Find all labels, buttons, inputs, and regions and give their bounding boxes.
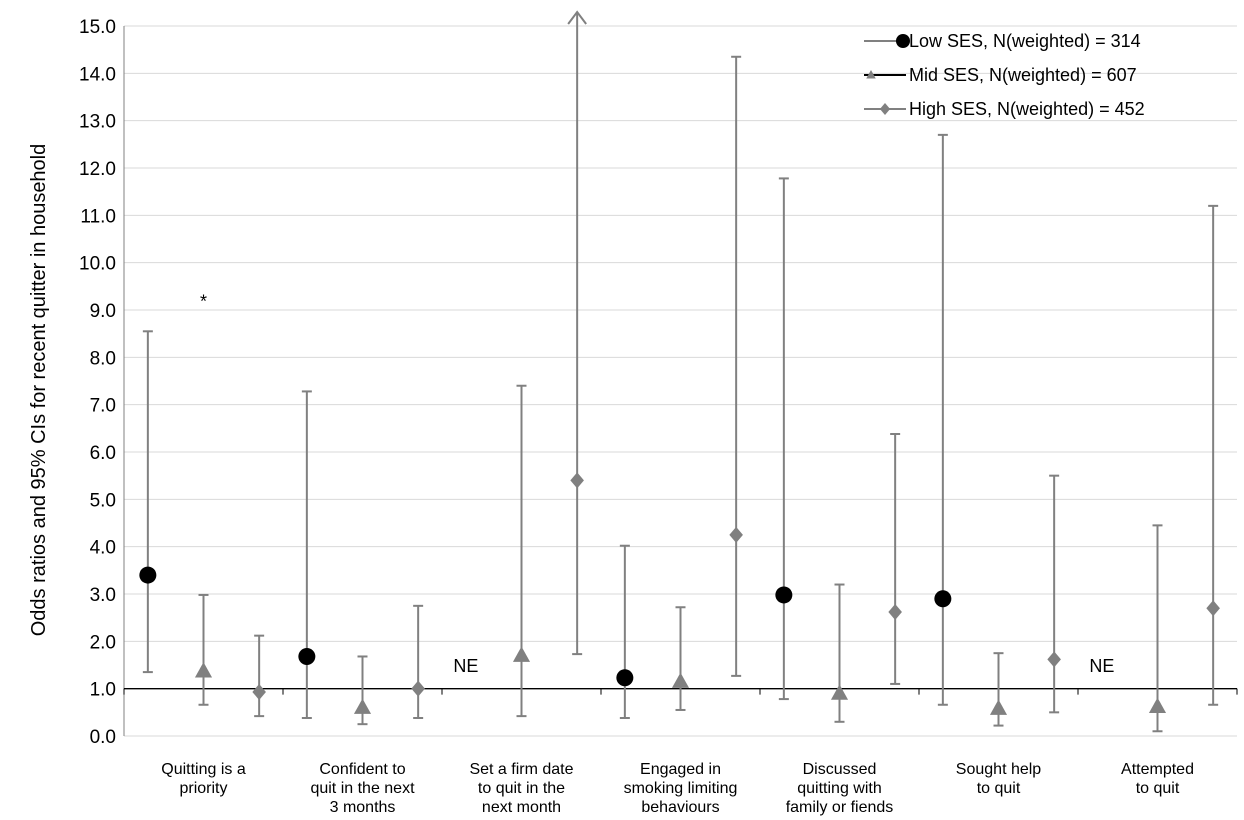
point-markers bbox=[139, 472, 1220, 715]
grid-lines bbox=[124, 25, 1237, 737]
high-ses-marker bbox=[252, 683, 266, 700]
high-ses-marker bbox=[879, 103, 891, 115]
legend-label: High SES, N(weighted) = 452 bbox=[909, 99, 1145, 119]
high-ses-marker bbox=[1206, 600, 1220, 617]
category-label-line: priority bbox=[179, 780, 227, 797]
y-tick-label: 7.0 bbox=[90, 396, 116, 417]
significance-marker: * bbox=[200, 292, 207, 312]
low-ses-marker bbox=[616, 669, 634, 687]
y-tick-label: 3.0 bbox=[90, 585, 116, 606]
mid-ses-marker bbox=[989, 699, 1008, 715]
high-ses-marker bbox=[888, 603, 902, 620]
category-label-line: Quitting is a bbox=[161, 761, 246, 778]
y-tick-label: 0.0 bbox=[90, 727, 116, 748]
mid-ses-marker bbox=[353, 698, 372, 714]
y-axis-label: Odds ratios and 95% CIs for recent quitt… bbox=[28, 144, 50, 637]
low-ses-marker bbox=[934, 590, 952, 608]
category-label-line: smoking limiting bbox=[624, 780, 738, 797]
y-tick-label: 14.0 bbox=[79, 64, 116, 85]
annotations: * NE NE bbox=[200, 292, 1114, 676]
mid-ses-marker bbox=[830, 684, 849, 700]
y-tick-label: 5.0 bbox=[90, 490, 116, 511]
low-ses-marker bbox=[775, 586, 793, 604]
legend-label: Low SES, N(weighted) = 314 bbox=[909, 31, 1141, 51]
ci-upper-arrow bbox=[567, 10, 587, 25]
category-label: Discussed quitting with family or fiends bbox=[786, 761, 894, 816]
category-label-line: Confident to bbox=[319, 761, 405, 778]
y-tick-label: 13.0 bbox=[79, 112, 116, 133]
y-tick-label: 4.0 bbox=[90, 538, 116, 559]
high-ses-marker bbox=[411, 680, 425, 697]
legend-label: Mid SES, N(weighted) = 607 bbox=[909, 65, 1137, 85]
ci-whiskers bbox=[142, 10, 1219, 733]
category-label: Engaged in smoking limiting behaviours bbox=[624, 761, 738, 816]
not-estimable-label: NE bbox=[1089, 656, 1114, 676]
low-ses-marker bbox=[896, 34, 910, 48]
category-label: Confident to quit in the next 3 months bbox=[310, 761, 415, 816]
y-axis: 0.0 1.0 2.0 3.0 4.0 5.0 6.0 7.0 8.0 9.0 10.0 11.0 12… bbox=[79, 17, 125, 748]
category-label-line: quitting with bbox=[797, 780, 882, 797]
category-label-line: next month bbox=[482, 799, 561, 816]
legend: Low SES, N(weighted) = 314 Mid SES, N(wei… bbox=[864, 31, 1145, 119]
low-ses-marker bbox=[139, 566, 157, 584]
category-label-line: quit in the next bbox=[310, 780, 415, 797]
y-tick-label: 15.0 bbox=[79, 17, 116, 38]
category-label-line: Attempted bbox=[1121, 761, 1194, 778]
y-tick-label: 10.0 bbox=[79, 254, 116, 275]
category-label-line: Sought help bbox=[956, 761, 1042, 778]
mid-ses-marker bbox=[512, 646, 531, 662]
category-label-line: to quit bbox=[977, 780, 1021, 797]
mid-ses-marker bbox=[194, 662, 213, 678]
category-label: Set a firm date to quit in the next month bbox=[469, 761, 573, 816]
high-ses-marker bbox=[729, 526, 743, 543]
category-label-line: to quit in the bbox=[478, 780, 565, 797]
category-label-line: Discussed bbox=[803, 761, 877, 778]
category-label: Sought help to quit bbox=[956, 761, 1042, 797]
high-ses-marker bbox=[1047, 651, 1061, 668]
y-tick-label: 2.0 bbox=[90, 632, 116, 653]
category-label-line: 3 months bbox=[330, 799, 396, 816]
category-label-line: Engaged in bbox=[640, 761, 721, 778]
y-tick-label: 11.0 bbox=[80, 206, 116, 227]
mid-ses-marker bbox=[866, 70, 876, 79]
y-tick-label: 8.0 bbox=[90, 348, 116, 369]
low-ses-marker bbox=[298, 647, 316, 665]
y-tick-label: 6.0 bbox=[90, 443, 116, 464]
mid-ses-marker bbox=[1148, 697, 1167, 713]
category-label: Quitting is a priority bbox=[161, 761, 246, 797]
y-tick-label: 12.0 bbox=[79, 159, 116, 180]
mid-ses-marker bbox=[671, 672, 690, 688]
category-label-line: family or fiends bbox=[786, 799, 894, 816]
not-estimable-label: NE bbox=[453, 656, 478, 676]
category-label-line: to quit bbox=[1136, 780, 1180, 797]
category-label-line: Set a firm date bbox=[469, 761, 573, 778]
y-tick-label: 1.0 bbox=[90, 680, 116, 701]
y-tick-label: 9.0 bbox=[90, 301, 116, 322]
high-ses-marker bbox=[570, 472, 584, 489]
category-label: Attempted to quit bbox=[1121, 761, 1194, 797]
category-label-line: behaviours bbox=[641, 799, 719, 816]
